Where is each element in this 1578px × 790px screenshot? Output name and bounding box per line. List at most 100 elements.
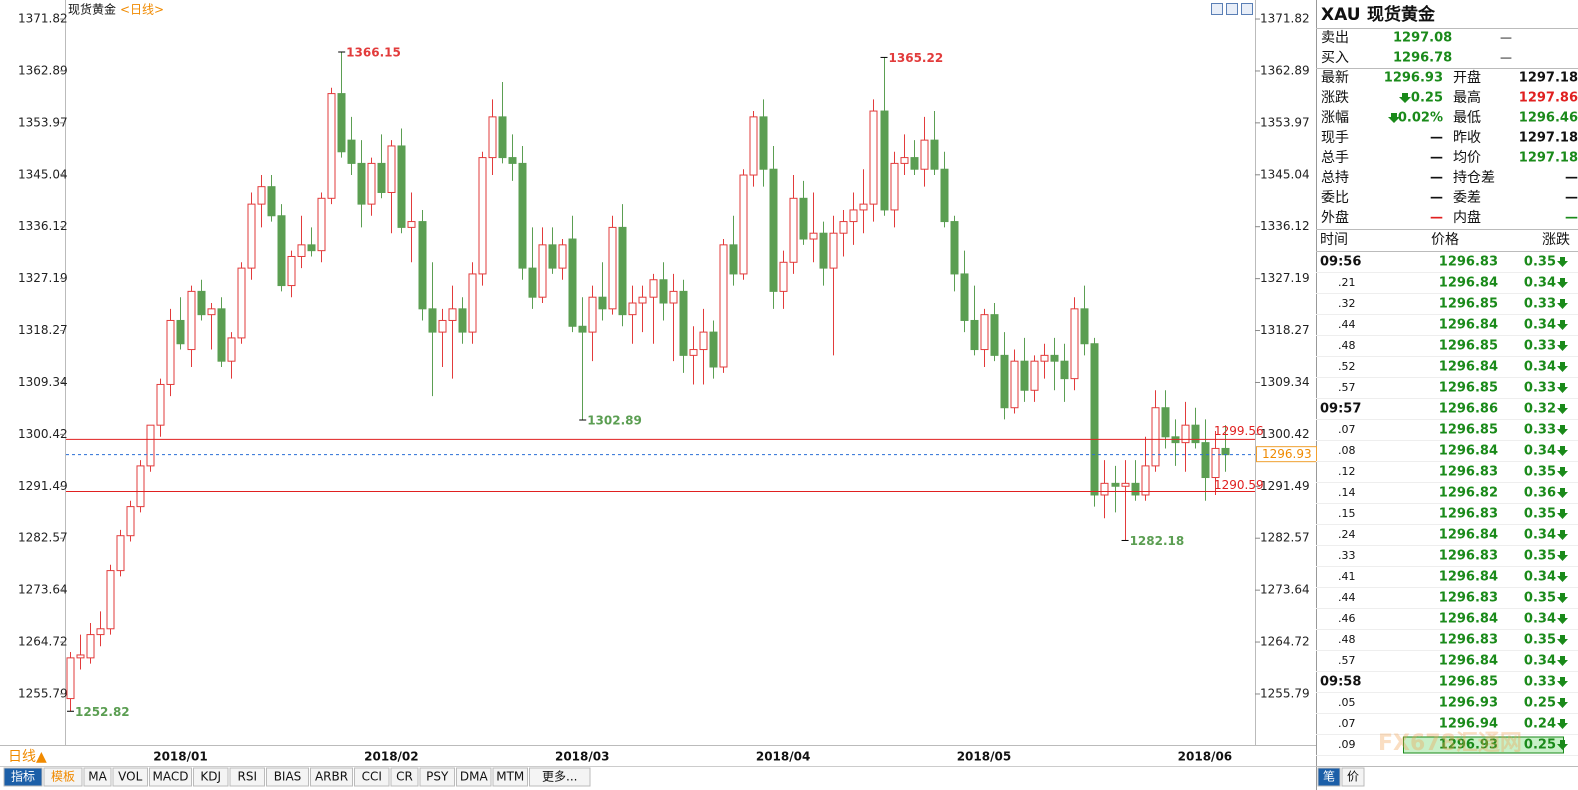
tab-label[interactable]: 更多... xyxy=(542,770,577,784)
tab[interactable] xyxy=(83,767,112,787)
tick-time: 09:57 xyxy=(1320,402,1361,417)
x-tick-label: 2018/01 xyxy=(153,750,207,764)
candle-body xyxy=(136,465,145,508)
tick-time: .07 xyxy=(1338,423,1356,436)
x-tick-label: 2018/06 xyxy=(1178,750,1232,764)
candle-body xyxy=(176,319,185,345)
candle-body xyxy=(759,116,768,170)
tab[interactable] xyxy=(310,767,353,787)
stat-value: — xyxy=(1430,171,1443,186)
tab[interactable] xyxy=(492,767,528,787)
tick-change: 0.24 xyxy=(1524,717,1556,732)
tab[interactable] xyxy=(193,767,229,787)
tab-label[interactable]: 指标 xyxy=(11,769,35,784)
tick-time: .21 xyxy=(1338,276,1356,289)
down-arrow xyxy=(1557,467,1568,477)
down-arrow xyxy=(1557,656,1568,666)
tab[interactable] xyxy=(149,767,192,787)
icon[interactable] xyxy=(1241,3,1253,15)
tab-label[interactable]: DMA xyxy=(460,770,489,784)
tab-label[interactable]: BIAS xyxy=(274,770,302,784)
panel-tab[interactable] xyxy=(1341,767,1365,787)
tick-change: 0.34 xyxy=(1524,360,1556,375)
tab-label[interactable]: 模板 xyxy=(51,770,75,784)
tab[interactable] xyxy=(529,767,591,787)
candle-body xyxy=(277,215,286,287)
tab[interactable] xyxy=(266,767,309,787)
y-tick-label: 1291.49 xyxy=(1260,479,1310,493)
extreme-label: 1282.18 xyxy=(1130,534,1185,548)
price-line-label: 1299.56 xyxy=(1214,424,1264,438)
tab-label[interactable]: RSI xyxy=(238,770,258,784)
tab[interactable] xyxy=(43,767,83,787)
tick-price: 1296.85 xyxy=(1439,423,1498,438)
candle-body xyxy=(829,232,838,269)
tab-label[interactable]: MACD xyxy=(153,770,189,784)
stat-label: 均价 xyxy=(1453,150,1481,166)
tick-price: 1296.82 xyxy=(1439,486,1498,501)
tab[interactable] xyxy=(390,767,419,787)
tick-time: .57 xyxy=(1338,654,1356,667)
candle-body xyxy=(227,337,236,362)
stat-label: 最低 xyxy=(1453,110,1481,126)
tick-time: .15 xyxy=(1338,507,1356,520)
extreme-label: 1365.22 xyxy=(889,51,944,65)
extreme-label: 1302.89 xyxy=(587,413,642,427)
candle-body xyxy=(347,139,356,164)
panel-tab-label[interactable]: 笔 xyxy=(1323,769,1335,784)
tick-price: 1296.84 xyxy=(1439,276,1498,291)
table-header: 时间 xyxy=(1320,232,1348,248)
tick-price: 1296.84 xyxy=(1439,654,1498,669)
candle-body xyxy=(1090,343,1099,496)
tab-label[interactable]: PSY xyxy=(426,770,449,784)
tab[interactable] xyxy=(354,767,390,787)
tick-price: 1296.93 xyxy=(1439,738,1498,753)
tick-change: 0.35 xyxy=(1524,507,1556,522)
tab-label[interactable]: CCI xyxy=(362,770,382,784)
down-arrow xyxy=(1557,593,1568,603)
tab[interactable] xyxy=(456,767,492,787)
icon[interactable] xyxy=(1226,3,1238,15)
tab[interactable] xyxy=(419,767,455,787)
down-arrow xyxy=(1557,404,1568,414)
candle-body xyxy=(669,290,678,304)
tick-time: .33 xyxy=(1338,549,1356,562)
tab-label[interactable]: MA xyxy=(88,770,107,784)
tab-label[interactable]: KDJ xyxy=(200,770,221,784)
tick-change: 0.35 xyxy=(1524,549,1556,564)
tab[interactable] xyxy=(3,767,43,787)
candle-body xyxy=(950,221,959,275)
candle-body xyxy=(518,162,527,269)
tab-label[interactable]: CR xyxy=(396,770,413,784)
candle-body xyxy=(920,139,929,170)
candle-body xyxy=(488,116,497,159)
stat-value: 1297.18 xyxy=(1519,151,1578,166)
icon[interactable] xyxy=(1211,3,1223,15)
tick-change: 0.34 xyxy=(1524,318,1556,333)
tab[interactable] xyxy=(229,767,265,787)
panel-tab-label[interactable]: 价 xyxy=(1347,770,1359,784)
tab[interactable] xyxy=(112,767,148,787)
candle-body xyxy=(1111,482,1120,487)
tab-label[interactable]: MTM xyxy=(496,770,524,784)
tick-time: .41 xyxy=(1338,570,1356,583)
candle-body xyxy=(1080,308,1089,345)
candle-body xyxy=(407,221,416,228)
tick-change: 0.35 xyxy=(1524,465,1556,480)
panel-tab[interactable] xyxy=(1317,767,1341,787)
toolbar-icons[interactable] xyxy=(1211,3,1253,15)
down-arrow xyxy=(1557,383,1568,393)
tick-time: .12 xyxy=(1338,465,1356,478)
candle-body xyxy=(287,255,296,287)
stat-value: 1297.18 xyxy=(1519,71,1578,86)
tick-time: .08 xyxy=(1338,444,1356,457)
candle-body xyxy=(418,221,427,310)
candle-body xyxy=(1010,360,1019,409)
candle-body xyxy=(96,628,105,636)
tab-label[interactable]: ARBR xyxy=(315,770,348,784)
period-button[interactable]: 日线▲ xyxy=(8,749,47,765)
candle-body xyxy=(900,157,909,164)
down-arrow xyxy=(1557,446,1568,456)
tab-label[interactable]: VOL xyxy=(118,770,142,784)
